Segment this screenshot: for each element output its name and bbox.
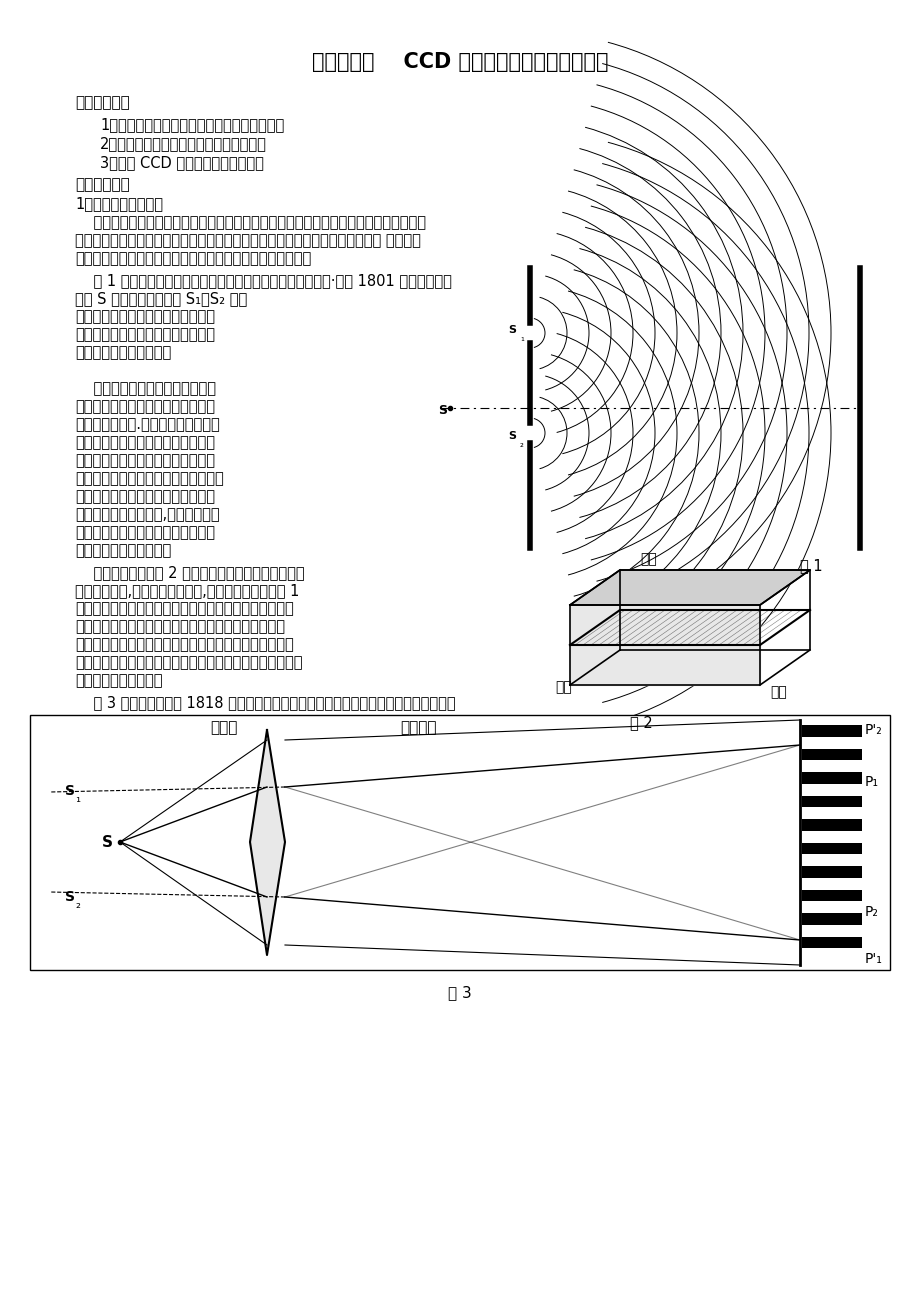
Text: 在接下来的数年间，菲涅耳设计了几: 在接下来的数年间，菲涅耳设计了几 xyxy=(75,490,215,504)
Text: 加了重要的砝码.然而，微粒说的拥护: 加了重要的砝码.然而，微粒说的拥护 xyxy=(75,417,220,432)
Bar xyxy=(801,936,861,948)
Text: 图 1 所示为经典的杨氏双缝干涉实验，是英国科学家托马斯·杨在 1801 年设计的。线: 图 1 所示为经典的杨氏双缝干涉实验，是英国科学家托马斯·杨在 1801 年设计… xyxy=(75,273,451,288)
Text: 缝分为两束，当符合相干条件时，在: 缝分为两束，当符合相干条件时，在 xyxy=(75,309,215,324)
Polygon shape xyxy=(570,570,809,605)
Text: 图 1: 图 1 xyxy=(800,559,822,573)
Text: P'₂: P'₂ xyxy=(864,723,882,737)
Text: 2．掌握用双棱镜测定光波的波长的方法。: 2．掌握用双棱镜测定光波的波长的方法。 xyxy=(100,135,267,151)
Text: 交的区域内，光强的分布是不均匀的，满足光的相干条件，: 交的区域内，光强的分布是不均匀的，满足光的相干条件， xyxy=(75,655,302,671)
Text: 个撇开狭缝的干涉实验,为杨的实验提: 个撇开狭缝的干涉实验,为杨的实验提 xyxy=(75,506,220,522)
Bar xyxy=(801,796,861,807)
Polygon shape xyxy=(250,730,285,954)
Text: 过狭缝时发生的复杂变化。对此非议，: 过狭缝时发生的复杂变化。对此非议， xyxy=(75,471,223,486)
Text: 加工成两楔形,两端面与棱脊垂直,楔角较小（一般小于 1: 加工成两楔形,两端面与棱脊垂直,楔角较小（一般小于 1 xyxy=(75,583,299,598)
Text: 供了强有力的支持，下面就介绍其中: 供了强有力的支持，下面就介绍其中 xyxy=(75,525,215,540)
Text: 明暗相间的平行直条纹。: 明暗相间的平行直条纹。 xyxy=(75,345,171,359)
Bar xyxy=(801,819,861,831)
Text: 双棱镜的结构如图 2 所示，将一块平玻璃板的上表面: 双棱镜的结构如图 2 所示，将一块平玻璃板的上表面 xyxy=(75,565,304,579)
Text: 【实验原理】: 【实验原理】 xyxy=(75,177,130,191)
Text: ₁: ₁ xyxy=(75,792,80,805)
Text: 常是把由同一光源发出的光分成两个相干光束。产生相干光的方式可以分为两种 分振幅法: 常是把由同一光源发出的光分成两个相干光束。产生相干光的方式可以分为两种 分振幅法 xyxy=(75,233,420,247)
Text: 的条纹并非真正的干涉图样而是光经: 的条纹并非真正的干涉图样而是光经 xyxy=(75,453,215,467)
Text: 和分波阵面法。双棱镜实验获得相干光的方法是分波阵面法。: 和分波阵面法。双棱镜实验获得相干光的方法是分波阵面法。 xyxy=(75,251,311,266)
Text: P'₁: P'₁ xyxy=(864,952,882,966)
Bar xyxy=(801,889,861,901)
Bar xyxy=(801,913,861,924)
Text: S: S xyxy=(507,326,516,335)
Text: 端面: 端面 xyxy=(554,680,571,694)
Text: 双棱镜: 双棱镜 xyxy=(210,720,237,736)
Text: 束好像两个光源发出的光，即两列光波的频率相同，振: 束好像两个光源发出的光，即两列光波的频率相同，振 xyxy=(75,618,285,634)
Text: 称这种棱镜为双棱镜。: 称这种棱镜为双棱镜。 xyxy=(75,673,163,687)
Text: S: S xyxy=(102,835,113,850)
Text: S: S xyxy=(65,891,75,904)
Text: 正是该实验给始于牛顿和惠更斯: 正是该实验给始于牛顿和惠更斯 xyxy=(75,381,216,396)
Bar xyxy=(801,866,861,878)
Text: 【实验目的】: 【实验目的】 xyxy=(75,95,130,109)
Text: ₂: ₂ xyxy=(519,439,523,449)
Text: 3．了解 CCD 的工作原理及其应用。: 3．了解 CCD 的工作原理及其应用。 xyxy=(100,155,264,171)
Text: P₁: P₁ xyxy=(864,775,878,789)
Text: 光源 S 发光，其波阵面经 S₁、S₂ 双狭: 光源 S 发光，其波阵面经 S₁、S₂ 双狭 xyxy=(75,292,247,306)
Text: 两个子波阵面交会的区域干涉，形成: 两个子波阵面交会的区域干涉，形成 xyxy=(75,327,215,342)
Text: 之　的双棱镜干涉实验。: 之 的双棱镜干涉实验。 xyxy=(75,543,171,559)
Text: 实验三十九    CCD 技术在双棱镜实验中的应用: 实验三十九 CCD 技术在双棱镜实验中的应用 xyxy=(312,52,607,72)
Text: 1．掌握菲涅耳双棱镜获得双光束干涉的方法。: 1．掌握菲涅耳双棱镜获得双光束干涉的方法。 xyxy=(100,117,284,132)
Bar xyxy=(801,842,861,854)
Text: 图 3: 图 3 xyxy=(448,986,471,1000)
Text: 1．菲涅耳双棱镜实验: 1．菲涅耳双棱镜实验 xyxy=(75,197,163,211)
Text: S: S xyxy=(507,431,516,441)
Text: 的关于光的本质的争论中的波动说增: 的关于光的本质的争论中的波动说增 xyxy=(75,398,215,414)
Text: S: S xyxy=(437,404,447,417)
Text: 干涉区域: 干涉区域 xyxy=(400,720,436,736)
Text: ₁: ₁ xyxy=(519,333,523,342)
Text: 光的干涉现象是光的波动说的基础，而有两束相干光是干涉的必要条件。在实验中，通: 光的干涉现象是光的波动说的基础，而有两束相干光是干涉的必要条件。在实验中，通 xyxy=(75,215,425,230)
Polygon shape xyxy=(570,605,759,685)
Text: 者对该实验提出质疑，认为明暗相间: 者对该实验提出质疑，认为明暗相间 xyxy=(75,435,215,450)
Text: P₂: P₂ xyxy=(864,905,878,919)
Bar xyxy=(801,725,861,737)
Text: 图 3 所示就是菲涅尔 1818 年设计的双棱镜干涉实验示意图。杨氏双缝干涉实验中的双: 图 3 所示就是菲涅尔 1818 年设计的双棱镜干涉实验示意图。杨氏双缝干涉实验… xyxy=(75,695,455,710)
Bar xyxy=(30,715,889,970)
Text: 棱脊: 棱脊 xyxy=(640,552,656,566)
Bar xyxy=(801,772,861,784)
Bar xyxy=(801,749,861,760)
Text: 棱角: 棱角 xyxy=(769,685,786,699)
Text: 度）。当单色光源照射在双棱镜表面，经其折射后形成两: 度）。当单色光源照射在双棱镜表面，经其折射后形成两 xyxy=(75,602,293,616)
Text: S: S xyxy=(65,784,75,798)
Text: 图 2: 图 2 xyxy=(630,715,652,730)
Text: 动方向相同，相位差不随时间变化，那么，在两列光波相: 动方向相同，相位差不随时间变化，那么，在两列光波相 xyxy=(75,637,293,652)
Text: ₂: ₂ xyxy=(75,898,80,911)
